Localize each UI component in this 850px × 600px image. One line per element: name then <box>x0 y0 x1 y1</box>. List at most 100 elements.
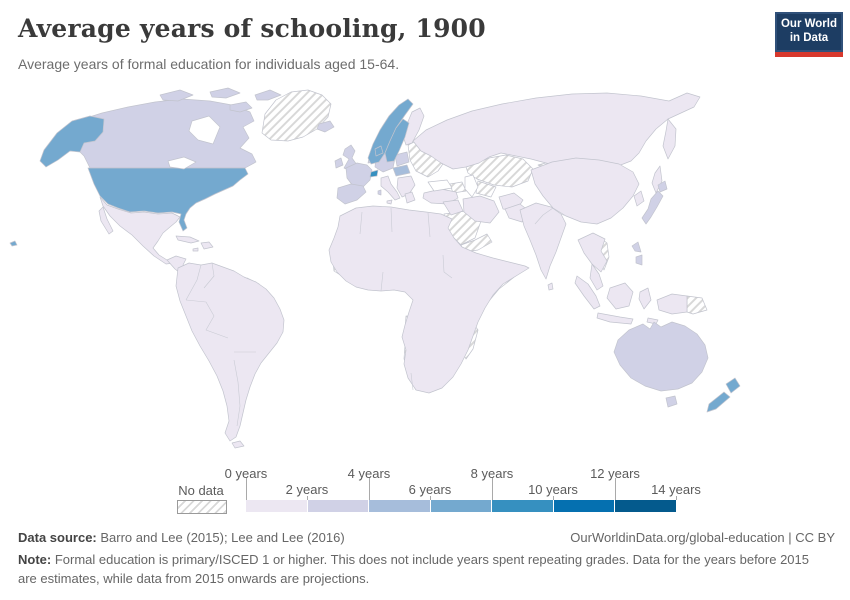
region-tierra-del-fuego[interactable] <box>231 440 245 449</box>
bin-0-2-regions <box>98 92 701 449</box>
region-syria-iraq[interactable] <box>442 199 464 216</box>
country-sweden[interactable] <box>384 118 410 163</box>
region-caucasus[interactable] <box>449 181 467 194</box>
legend-label-12-years: 12 years <box>590 466 640 481</box>
country-hispaniola[interactable] <box>200 241 214 250</box>
region-alaska[interactable] <box>39 115 105 168</box>
country-poland[interactable] <box>394 151 410 167</box>
country-italy[interactable] <box>380 175 401 201</box>
region-sumatra[interactable] <box>574 275 601 310</box>
country-finland[interactable] <box>403 107 425 146</box>
country-cuba[interactable] <box>175 235 200 244</box>
region-austria-hungary[interactable] <box>392 164 411 177</box>
country-new-zealand-south[interactable] <box>706 391 731 413</box>
legend-bin-12-14-years[interactable] <box>615 500 677 512</box>
legend-label-4-years: 4 years <box>347 466 391 481</box>
legend-label-14-years: 14 years <box>651 482 701 497</box>
legend-bin-0-2-years[interactable] <box>246 500 308 512</box>
region-baja[interactable] <box>98 206 114 235</box>
owid-logo-red-bar <box>775 52 843 57</box>
country-philippines-2[interactable] <box>635 254 643 266</box>
region-tasmania[interactable] <box>665 395 678 408</box>
region-sulawesi[interactable] <box>638 287 652 310</box>
region-arctic-island-1[interactable] <box>254 89 282 101</box>
country-mexico[interactable] <box>99 196 181 265</box>
world-map[interactable] <box>0 80 850 460</box>
region-timor[interactable] <box>646 317 659 325</box>
bin-4-6-regions <box>392 164 411 177</box>
black-sea <box>427 179 453 192</box>
country-philippines-1[interactable] <box>631 241 642 253</box>
country-sri-lanka[interactable] <box>547 282 554 291</box>
region-sardinia[interactable] <box>377 189 382 196</box>
region-sicily[interactable] <box>386 199 393 205</box>
country-greenland[interactable] <box>261 89 332 142</box>
note-label: Note: <box>18 552 52 567</box>
country-iran[interactable] <box>462 195 500 224</box>
footer-note: Note: Formal education is primary/ISCED … <box>18 551 830 589</box>
legend-no-data-label: No data <box>178 483 224 498</box>
region-arctic-island-2[interactable] <box>209 87 241 99</box>
region-indochina[interactable] <box>577 232 608 273</box>
legend-tick-0 <box>246 478 247 500</box>
legend-bin-8-10-years[interactable] <box>492 500 554 512</box>
hudson-bay <box>188 115 221 145</box>
legend-tick-10 <box>553 496 554 500</box>
legend-bin-6-8-years[interactable] <box>430 500 493 512</box>
region-africa-main[interactable] <box>328 205 530 394</box>
country-united-states[interactable] <box>87 167 249 232</box>
country-china[interactable] <box>530 157 640 225</box>
country-iceland[interactable] <box>316 120 335 133</box>
legend-label-8-years: 8 years <box>470 466 514 481</box>
region-arctic-island-3[interactable] <box>159 89 194 102</box>
legend-bin-4-6-years[interactable] <box>369 500 431 512</box>
legend-tick-12 <box>615 478 616 500</box>
region-hokkaido[interactable] <box>657 180 668 193</box>
country-korea[interactable] <box>633 190 645 207</box>
region-new-guinea-east[interactable] <box>686 295 708 315</box>
region-south-america[interactable] <box>175 262 285 442</box>
legend-label-0-years: 0 years <box>224 466 268 481</box>
country-new-zealand-north[interactable] <box>725 377 741 394</box>
country-switzerland[interactable] <box>369 169 379 178</box>
region-new-guinea-west[interactable] <box>656 293 688 315</box>
region-iberia[interactable] <box>336 183 367 205</box>
region-java[interactable] <box>596 312 634 325</box>
legend-color-bar <box>246 500 677 512</box>
country-japan[interactable] <box>641 190 664 225</box>
country-greece[interactable] <box>404 191 416 204</box>
legend-bin-10-12-years[interactable] <box>553 500 616 512</box>
region-hawaii[interactable] <box>9 240 18 247</box>
country-jamaica[interactable] <box>192 247 199 252</box>
page-subtitle: Average years of formal education for in… <box>18 56 400 72</box>
page-title: Average years of schooling, 1900 <box>18 14 486 43</box>
region-kamchatka[interactable] <box>662 118 677 160</box>
region-malay-peninsula[interactable] <box>589 263 604 291</box>
owid-logo: Our World in Data <box>775 12 843 52</box>
note-text: Formal education is primary/ISCED 1 or h… <box>18 552 809 586</box>
inland-water <box>167 115 479 198</box>
owid-link[interactable]: OurWorldinData.org/global-education | CC… <box>570 530 835 545</box>
bin-8-10-regions <box>369 169 379 178</box>
interior-borders <box>185 207 567 427</box>
country-france[interactable] <box>345 162 373 188</box>
bin-6-8-regions <box>9 98 741 413</box>
legend-bin-2-4-years[interactable] <box>307 500 370 512</box>
legend-tick-6 <box>430 496 431 500</box>
footer-source-row: Data source: Barro and Lee (2015); Lee a… <box>18 530 835 545</box>
data-source: Data source: Barro and Lee (2015); Lee a… <box>18 530 345 545</box>
owid-logo-line1: Our World <box>780 18 837 31</box>
legend-label-6-years: 6 years <box>408 482 452 497</box>
country-denmark[interactable] <box>374 145 384 157</box>
region-arctic-island-4[interactable] <box>229 101 253 113</box>
legend-no-data-swatch[interactable] <box>177 500 227 514</box>
caspian-sea <box>464 174 479 198</box>
country-australia[interactable] <box>613 321 709 392</box>
legend-tick-2 <box>307 496 308 500</box>
country-russia[interactable] <box>412 92 701 170</box>
country-ireland[interactable] <box>334 157 344 169</box>
region-borneo[interactable] <box>606 282 634 310</box>
data-source-text: Barro and Lee (2015); Lee and Lee (2016) <box>96 530 345 545</box>
legend-label-10-years: 10 years <box>528 482 578 497</box>
legend-tick-14 <box>676 496 677 500</box>
